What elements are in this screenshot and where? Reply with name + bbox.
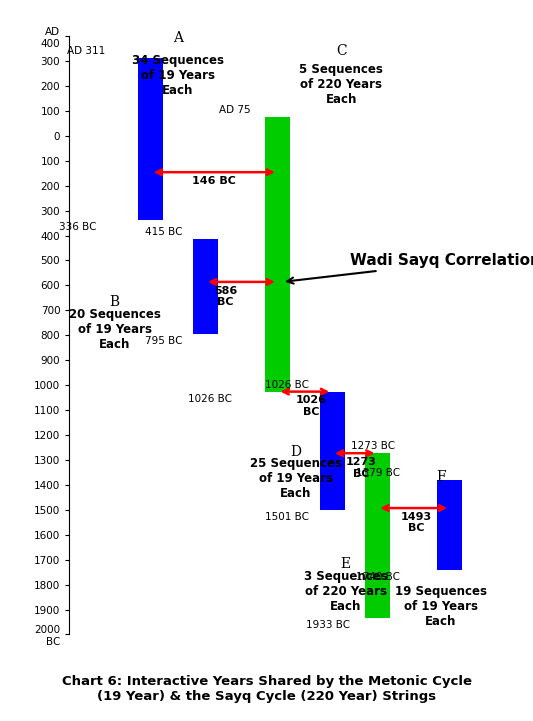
- Text: 20 Sequences
of 19 Years
Each: 20 Sequences of 19 Years Each: [69, 308, 160, 351]
- Text: 1026 BC: 1026 BC: [188, 394, 232, 404]
- Text: AD 311: AD 311: [67, 46, 106, 56]
- Text: B: B: [110, 296, 119, 309]
- Text: 1379 BC: 1379 BC: [356, 468, 400, 477]
- Text: AD 75: AD 75: [219, 105, 251, 115]
- Text: A: A: [173, 31, 183, 45]
- Text: 1273 BC: 1273 BC: [351, 441, 395, 451]
- Text: 1933 BC: 1933 BC: [306, 620, 350, 629]
- FancyBboxPatch shape: [365, 454, 390, 618]
- FancyBboxPatch shape: [193, 239, 217, 334]
- FancyBboxPatch shape: [320, 392, 344, 510]
- Text: 3 Sequences
of 220 Years
Each: 3 Sequences of 220 Years Each: [304, 570, 387, 613]
- Text: Chart 6: Interactive Years Shared by the Metonic Cycle
(19 Year) & the Sayq Cycl: Chart 6: Interactive Years Shared by the…: [61, 675, 472, 703]
- Text: D: D: [290, 445, 301, 459]
- Text: 1493
BC: 1493 BC: [400, 512, 431, 534]
- Text: 415 BC: 415 BC: [145, 227, 182, 237]
- Text: Wadi Sayq Correlation Year: Wadi Sayq Correlation Year: [287, 253, 533, 283]
- Text: 336 BC: 336 BC: [59, 221, 96, 231]
- Text: 795 BC: 795 BC: [145, 336, 182, 346]
- Text: F: F: [436, 470, 446, 484]
- Text: 34 Sequences
of 19 Years
Each: 34 Sequences of 19 Years Each: [132, 53, 224, 97]
- Text: 19 Sequences
of 19 Years
Each: 19 Sequences of 19 Years Each: [395, 585, 487, 627]
- Text: 1026 BC: 1026 BC: [265, 380, 310, 389]
- FancyBboxPatch shape: [139, 58, 163, 220]
- Text: 1501 BC: 1501 BC: [265, 512, 310, 522]
- Text: 146 BC: 146 BC: [192, 176, 236, 186]
- FancyBboxPatch shape: [438, 479, 462, 570]
- Text: E: E: [341, 557, 351, 571]
- Text: 1026
BC: 1026 BC: [296, 395, 327, 417]
- Text: 5 Sequences
of 220 Years
Each: 5 Sequences of 220 Years Each: [299, 63, 383, 107]
- Text: C: C: [336, 43, 346, 58]
- Text: 25 Sequences
of 19 Years
Each: 25 Sequences of 19 Years Each: [250, 457, 342, 500]
- Text: 1273
BC: 1273 BC: [346, 457, 377, 479]
- Text: 1740 BC: 1740 BC: [356, 572, 400, 582]
- Text: 586
BC: 586 BC: [214, 286, 237, 307]
- FancyBboxPatch shape: [265, 117, 290, 392]
